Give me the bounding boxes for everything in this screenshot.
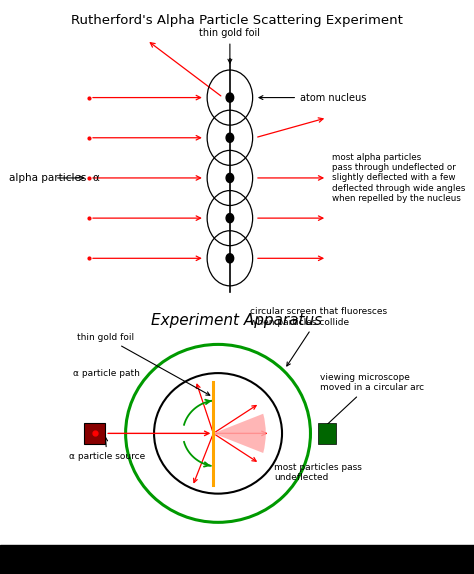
- Text: most particles pass
undeflected: most particles pass undeflected: [274, 463, 362, 482]
- Text: atom nucleus: atom nucleus: [259, 92, 366, 103]
- Text: Experiment Apparatus: Experiment Apparatus: [151, 313, 323, 328]
- Text: alpha particles  α: alpha particles α: [9, 173, 100, 183]
- Circle shape: [226, 254, 234, 263]
- Text: a few particles are
deflected through large
angles: a few particles are deflected through la…: [129, 548, 237, 574]
- Text: alamy: alamy: [33, 553, 81, 567]
- Text: thin gold foil: thin gold foil: [77, 333, 210, 395]
- Text: most alpha particles
pass through undeflected or
slightly deflected with a few
d: most alpha particles pass through undefl…: [332, 153, 465, 203]
- Circle shape: [226, 133, 234, 142]
- Circle shape: [226, 93, 234, 102]
- Text: circular screen that fluoresces
when particles collide: circular screen that fluoresces when par…: [250, 308, 388, 366]
- Circle shape: [226, 173, 234, 183]
- Bar: [0, 545, 474, 574]
- Wedge shape: [213, 414, 266, 453]
- Circle shape: [226, 214, 234, 223]
- FancyBboxPatch shape: [318, 423, 336, 444]
- Text: α particle source: α particle source: [69, 437, 145, 461]
- FancyBboxPatch shape: [84, 423, 105, 444]
- Text: thin gold foil: thin gold foil: [200, 29, 260, 63]
- Text: Rutherford's Alpha Particle Scattering Experiment: Rutherford's Alpha Particle Scattering E…: [71, 14, 403, 28]
- Text: viewing microscope
moved in a circular arc: viewing microscope moved in a circular a…: [320, 373, 424, 430]
- Text: α particle path: α particle path: [73, 369, 139, 378]
